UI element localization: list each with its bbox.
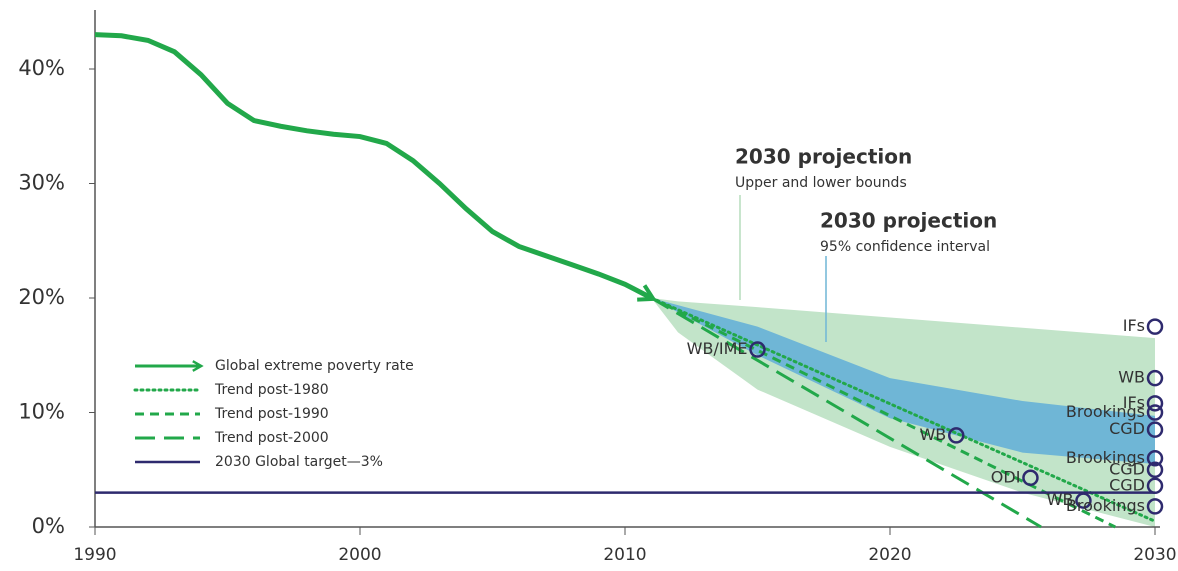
series-line [650,296,1157,523]
annotation-title: 2030 projection [735,145,912,169]
estimate-marker [1146,369,1164,387]
estimate-marker [1146,421,1164,438]
y-tick-label: 40% [18,56,65,80]
estimate-label: Brookings [1066,496,1145,515]
y-tick-label: 20% [18,285,65,309]
x-tick-label: 2020 [868,545,911,565]
annotation-title: 2030 projection [820,209,997,233]
projection-band [651,298,1155,465]
estimate-label: IFs [1123,393,1145,412]
legend-label: Global extreme poverty rate [215,358,414,374]
estimate-marker [948,427,965,444]
estimate-label: CGD [1109,459,1145,478]
estimate-marker [1146,395,1164,412]
legend-label: 2030 Global target—3% [215,454,383,470]
estimate-label: Brookings [1066,448,1145,467]
estimate-label: CGD [1109,475,1145,494]
series-line [650,296,1116,529]
estimate-marker [749,341,766,358]
series-line [650,296,1042,529]
estimate-label: CGD [1109,419,1145,438]
estimate-label: Brookings [1066,402,1145,421]
estimate-label: WB [919,425,946,444]
estimate-marker [1022,469,1039,487]
legend-label: Trend post-2000 [214,430,329,446]
estimate-marker [1146,461,1164,478]
estimate-marker [1146,477,1164,495]
estimate-marker [1075,492,1092,509]
y-tick-label: 0% [32,514,65,538]
estimate-label: WB [1047,490,1074,509]
estimate-label: IFs [1123,316,1145,335]
estimate-label: ODI [991,467,1021,486]
annotation-subtitle: Upper and lower bounds [735,175,907,191]
estimate-marker [1146,318,1164,335]
legend-label: Trend post-1990 [214,406,329,422]
estimate-label: WB [1118,368,1145,387]
series-line [94,32,657,302]
legend-label: Trend post-1980 [214,382,329,398]
estimate-label: WB/IME [687,339,748,358]
y-tick-label: 30% [18,171,65,195]
x-tick-label: 2000 [338,545,381,565]
estimate-marker [1146,498,1164,515]
x-tick-label: 1990 [73,545,116,565]
y-tick-label: 10% [18,400,65,424]
x-tick-label: 2030 [1133,545,1176,565]
estimate-marker [1146,404,1164,421]
x-tick-label: 2010 [603,545,646,565]
annotation-subtitle: 95% confidence interval [820,239,990,255]
estimate-marker [1146,450,1164,467]
